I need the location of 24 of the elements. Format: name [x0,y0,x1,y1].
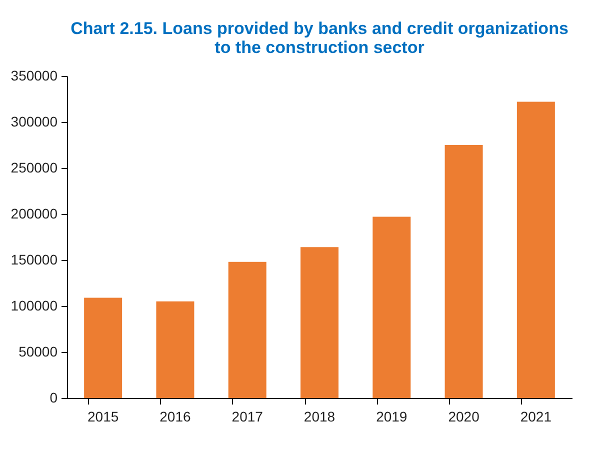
bar [300,247,338,398]
y-tick-label: 50000 [18,344,58,360]
x-tick-label: 2021 [520,408,552,424]
y-tick-label: 200000 [10,206,58,222]
bar [444,145,483,398]
y-tick-label: 150000 [10,252,58,268]
text: to the construction sector [214,38,424,57]
x-tick-label: 2020 [448,408,480,424]
x-tick-label: 2016 [160,408,191,424]
bar [156,301,194,398]
x-tick-label: 2019 [376,408,408,424]
y-tick-label: 350000 [10,68,58,84]
x-tick-label: 2015 [87,408,119,424]
y-tick-label: 250000 [10,160,58,176]
y-tick-label: 0 [50,390,58,406]
bar [516,102,555,398]
x-tick-label: 2018 [304,408,336,424]
bar [228,262,266,398]
text: Chart 2.15. Loans provided by banks and credit organizations [70,19,568,38]
bar [84,298,122,398]
bar [372,216,411,398]
x-tick-label: 2017 [232,408,264,424]
y-tick-label: 100000 [10,298,58,314]
y-tick-label: 300000 [10,114,58,130]
